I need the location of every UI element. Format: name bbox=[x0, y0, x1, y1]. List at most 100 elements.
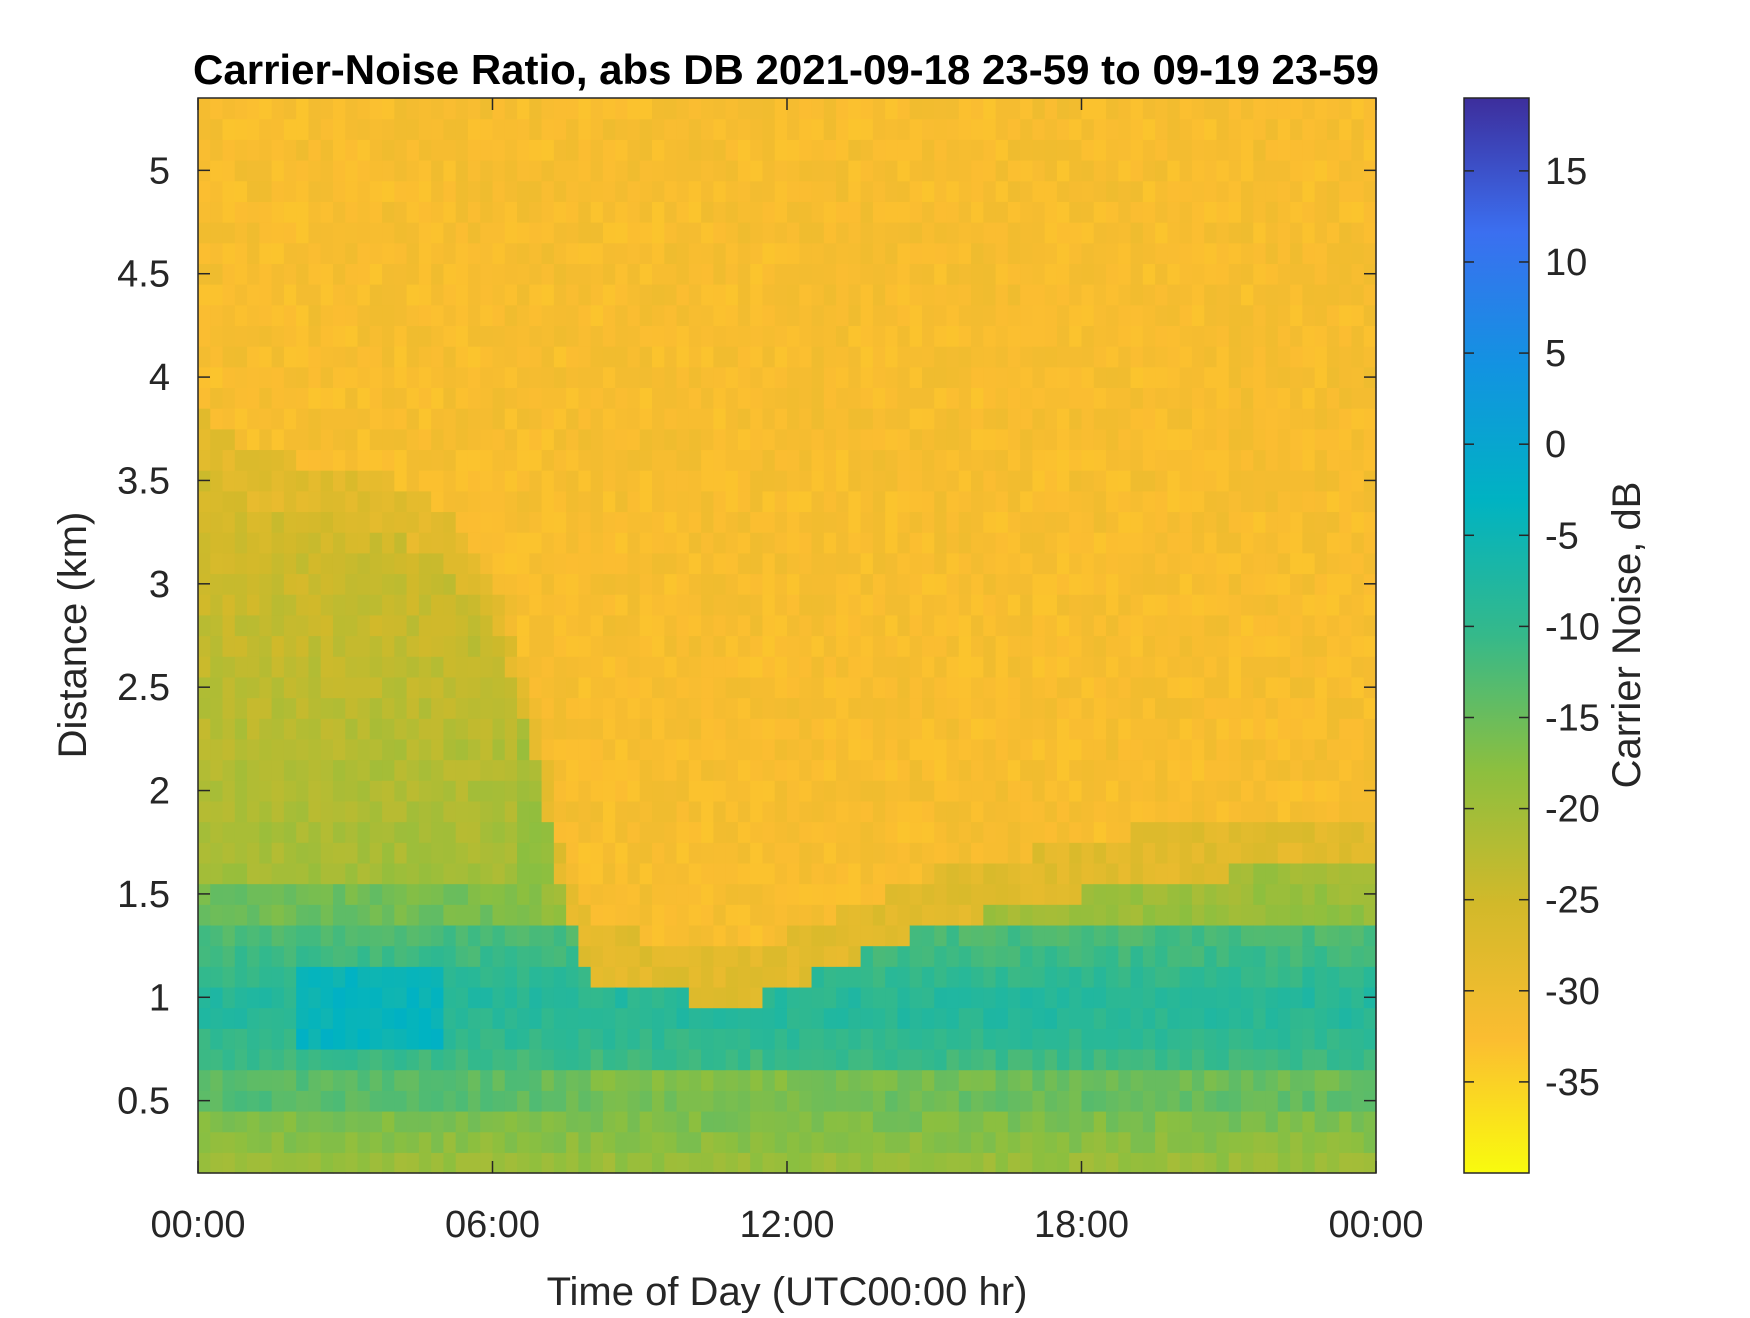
heatmap-cell bbox=[1339, 387, 1352, 408]
heatmap-cell bbox=[333, 1028, 346, 1049]
heatmap-cell bbox=[664, 119, 677, 140]
heatmap-cell bbox=[1180, 1028, 1193, 1049]
heatmap-cell bbox=[1364, 656, 1377, 677]
heatmap-cell bbox=[726, 367, 739, 388]
heatmap-cell bbox=[284, 243, 297, 264]
heatmap-cell bbox=[1241, 305, 1254, 326]
heatmap-cell bbox=[934, 160, 947, 181]
heatmap-cell bbox=[934, 305, 947, 326]
heatmap-cell bbox=[431, 656, 444, 677]
heatmap-cell bbox=[198, 760, 211, 781]
heatmap-cell bbox=[1155, 987, 1168, 1008]
heatmap-cell bbox=[873, 1152, 886, 1173]
heatmap-cell bbox=[1253, 677, 1266, 698]
heatmap-cell bbox=[996, 925, 1009, 946]
heatmap-cell bbox=[1082, 718, 1095, 739]
heatmap-cell bbox=[308, 718, 321, 739]
heatmap-cell bbox=[812, 656, 825, 677]
heatmap-cell bbox=[1204, 160, 1217, 181]
heatmap-cell bbox=[1069, 656, 1082, 677]
heatmap-cell bbox=[272, 822, 285, 843]
heatmap-cell bbox=[529, 387, 542, 408]
heatmap-cell bbox=[1339, 367, 1352, 388]
heatmap-cell bbox=[787, 491, 800, 512]
heatmap-cell bbox=[443, 884, 456, 905]
heatmap-cell bbox=[235, 284, 248, 305]
heatmap-cell bbox=[996, 760, 1009, 781]
heatmap-cell bbox=[762, 842, 775, 863]
heatmap-cell bbox=[1216, 656, 1229, 677]
heatmap-cell bbox=[210, 491, 223, 512]
heatmap-cell bbox=[812, 346, 825, 367]
heatmap-cell bbox=[1118, 387, 1131, 408]
heatmap-cell bbox=[1216, 677, 1229, 698]
heatmap-cell bbox=[1229, 429, 1242, 450]
heatmap-cell bbox=[848, 346, 861, 367]
heatmap-cell bbox=[529, 98, 542, 119]
heatmap-cell bbox=[284, 822, 297, 843]
heatmap-cell bbox=[1094, 904, 1107, 925]
heatmap-cell bbox=[1131, 367, 1144, 388]
heatmap-cell bbox=[1094, 1152, 1107, 1173]
heatmap-cell bbox=[358, 491, 371, 512]
heatmap-cell bbox=[259, 698, 272, 719]
heatmap-cell bbox=[235, 946, 248, 967]
heatmap-cell bbox=[1327, 160, 1340, 181]
heatmap-cell bbox=[198, 119, 211, 140]
heatmap-cell bbox=[259, 925, 272, 946]
heatmap-cell bbox=[1167, 284, 1180, 305]
heatmap-cell bbox=[284, 1111, 297, 1132]
heatmap-cell bbox=[848, 987, 861, 1008]
heatmap-cell bbox=[1155, 243, 1168, 264]
heatmap-cell bbox=[1020, 842, 1033, 863]
heatmap-cell bbox=[456, 842, 469, 863]
heatmap-cell bbox=[615, 243, 628, 264]
heatmap-cell bbox=[419, 511, 432, 532]
heatmap-cell bbox=[1094, 636, 1107, 657]
heatmap-cell bbox=[1082, 1049, 1095, 1070]
heatmap-cell bbox=[591, 780, 604, 801]
heatmap-cell bbox=[812, 573, 825, 594]
heatmap-cell bbox=[640, 449, 653, 470]
heatmap-cell bbox=[517, 884, 530, 905]
heatmap-cell bbox=[1327, 98, 1340, 119]
heatmap-cell bbox=[1278, 491, 1291, 512]
heatmap-cell bbox=[333, 367, 346, 388]
heatmap-cell bbox=[1290, 1111, 1303, 1132]
heatmap-cell bbox=[443, 1008, 456, 1029]
heatmap-cell bbox=[431, 263, 444, 284]
heatmap-cell bbox=[996, 160, 1009, 181]
heatmap-cell bbox=[259, 387, 272, 408]
heatmap-cell bbox=[922, 656, 935, 677]
heatmap-cell bbox=[493, 429, 506, 450]
heatmap-cell bbox=[1008, 573, 1021, 594]
heatmap-cell bbox=[505, 1090, 518, 1111]
heatmap-cell bbox=[897, 553, 910, 574]
heatmap-cell bbox=[996, 408, 1009, 429]
heatmap-cell bbox=[701, 263, 714, 284]
heatmap-cell bbox=[1192, 429, 1205, 450]
heatmap-cell bbox=[382, 884, 395, 905]
heatmap-cell bbox=[824, 1028, 837, 1049]
heatmap-cell bbox=[873, 346, 886, 367]
heatmap-cell bbox=[529, 760, 542, 781]
heatmap-cell bbox=[750, 801, 763, 822]
heatmap-cell bbox=[897, 760, 910, 781]
heatmap-cell bbox=[1118, 863, 1131, 884]
heatmap-cell bbox=[259, 739, 272, 760]
heatmap-cell bbox=[1045, 863, 1058, 884]
heatmap-cell bbox=[517, 429, 530, 450]
heatmap-cell bbox=[431, 491, 444, 512]
heatmap-cell bbox=[799, 449, 812, 470]
heatmap-cell bbox=[959, 1090, 972, 1111]
heatmap-cell bbox=[750, 656, 763, 677]
heatmap-cell bbox=[210, 822, 223, 843]
heatmap-cell bbox=[1082, 470, 1095, 491]
heatmap-cell bbox=[542, 1152, 555, 1173]
heatmap-cell bbox=[554, 470, 567, 491]
heatmap-cell bbox=[468, 966, 481, 987]
heatmap-cell bbox=[578, 760, 591, 781]
heatmap-cell bbox=[259, 408, 272, 429]
heatmap-cell bbox=[382, 1090, 395, 1111]
heatmap-cell bbox=[897, 243, 910, 264]
